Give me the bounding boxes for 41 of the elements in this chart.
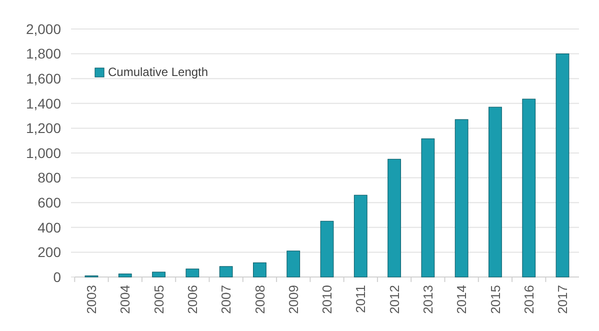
y-tick-label: 600	[38, 194, 62, 210]
x-tick-label: 2012	[386, 285, 402, 314]
bar	[388, 158, 401, 278]
legend-label: Cumulative Length	[108, 65, 208, 80]
x-tick-label: 2013	[420, 285, 436, 314]
bar	[286, 250, 300, 278]
y-tick-label: 1,000	[26, 144, 62, 161]
x-tick-label: 2003	[84, 285, 100, 314]
x-tick-label: 2016	[521, 285, 536, 314]
x-tick-label: 2006	[184, 285, 200, 314]
x-tick-label: 2010	[320, 285, 335, 314]
y-tick-label: 1,600	[26, 70, 62, 86]
bar	[186, 268, 200, 278]
y-tick-label: 800	[38, 170, 62, 186]
y-tick-label: 0	[53, 268, 62, 285]
y-tick-label: 1,200	[26, 120, 62, 136]
bar	[454, 119, 468, 278]
x-tick-label: 2008	[252, 285, 268, 314]
x-tick-label: 2009	[286, 285, 301, 314]
bar	[522, 98, 536, 278]
y-tick-label: 200	[38, 244, 62, 260]
bar	[219, 266, 233, 278]
bar	[152, 272, 166, 278]
x-tick-label: 2005	[151, 285, 166, 314]
y-tick-label: 1,400	[26, 95, 62, 112]
bar	[421, 138, 435, 278]
x-tick-label: 2004	[118, 285, 133, 314]
bar	[488, 106, 502, 278]
bar	[320, 220, 334, 278]
y-tick-label: 1,800	[26, 46, 62, 62]
x-tick-label: 2011	[353, 285, 368, 313]
bar	[118, 274, 132, 278]
bar	[354, 194, 368, 278]
y-tick-label: 400	[38, 219, 62, 236]
x-tick-label: 2015	[488, 285, 503, 314]
x-tick-label: 2007	[218, 285, 234, 314]
bar	[556, 54, 570, 278]
y-tick-label: 2,000	[26, 20, 62, 37]
x-tick-label: 2017	[555, 285, 570, 314]
bar	[253, 262, 266, 278]
x-tick-label: 2014	[454, 285, 470, 314]
